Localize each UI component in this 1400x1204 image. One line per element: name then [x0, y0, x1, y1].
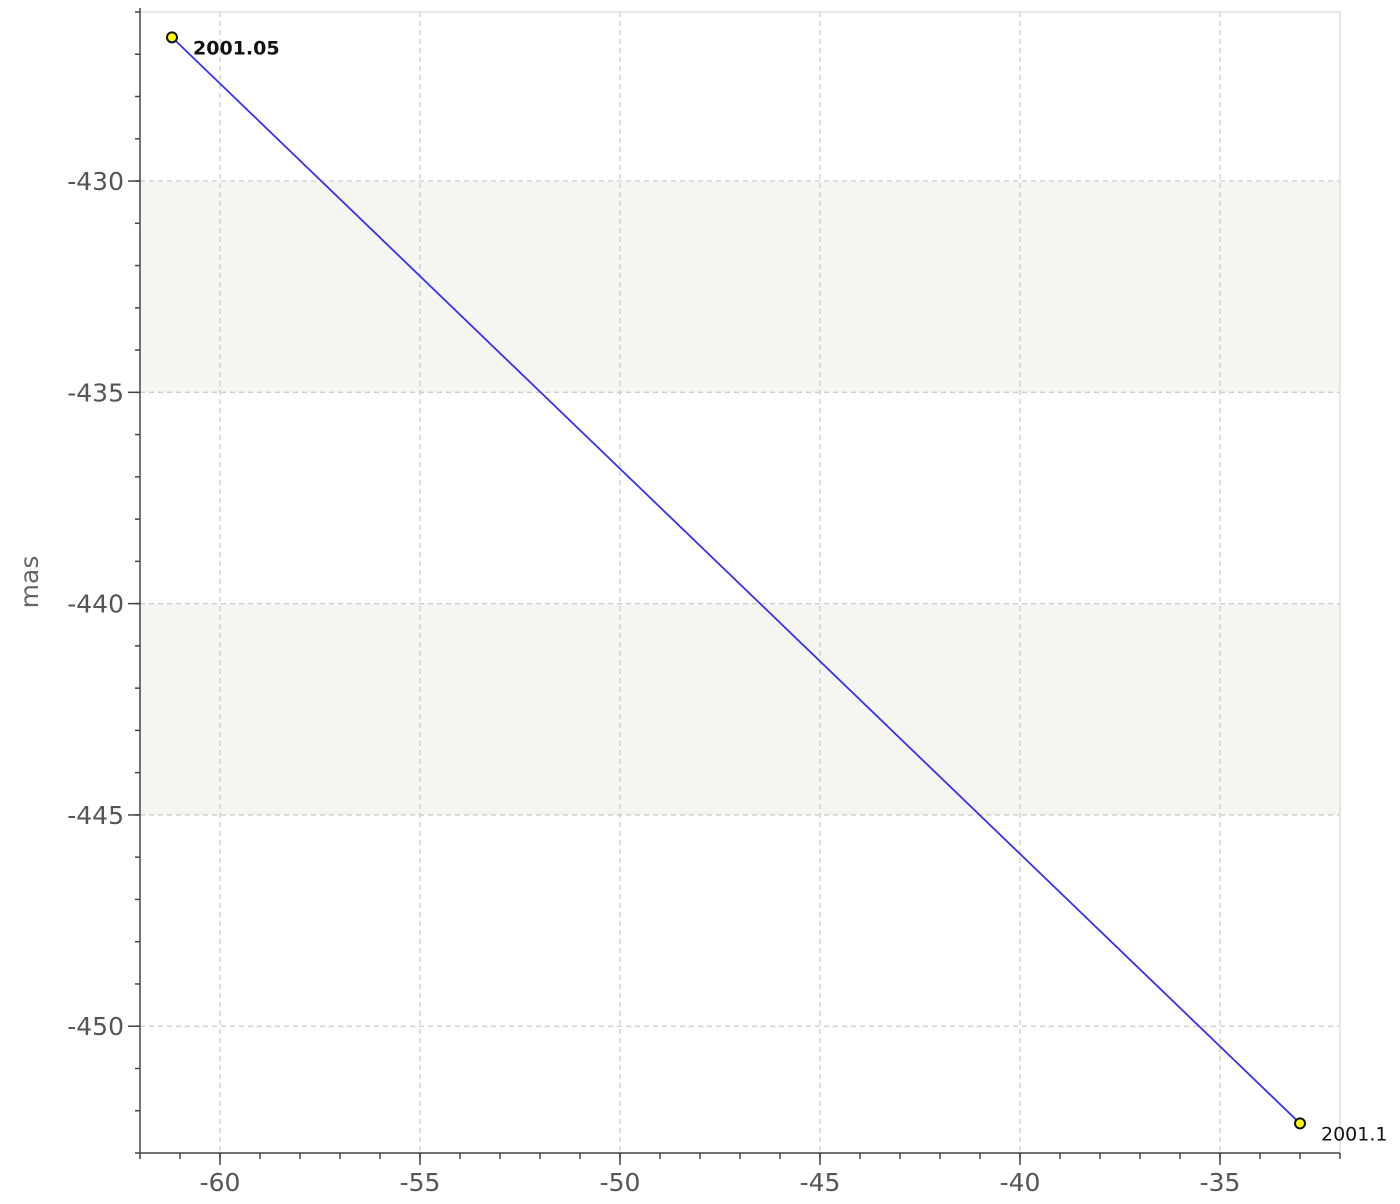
endpoint-label: 2001.05 [193, 37, 280, 59]
x-tick-label: -60 [200, 1168, 241, 1197]
markers-layer: 2001.05 2001.1 [166, 31, 1387, 1145]
background-bands [140, 181, 1340, 815]
series-line [171, 36, 1301, 1125]
y-tick-label: -440 [67, 590, 124, 619]
axes: -60 -55 -50 -45 -40 -35 -430 -435 -440 -445 -450 [67, 8, 1341, 1197]
x-tick-label: -45 [800, 1168, 841, 1197]
endpoint-marker [1294, 1117, 1306, 1130]
y-tick-label: -445 [67, 801, 124, 830]
x-tick-label: -40 [1000, 1168, 1041, 1197]
y-axis-title: mas [15, 556, 44, 609]
y-tick-label: -450 [67, 1012, 124, 1041]
x-tick-label: -35 [1200, 1168, 1241, 1197]
x-tick-label: -50 [600, 1168, 641, 1197]
background-band [140, 181, 1340, 393]
y-tick-label: -430 [67, 167, 124, 196]
gridlines [140, 11, 1341, 1153]
series-layer [171, 36, 1301, 1125]
x-tick-label: -55 [400, 1168, 441, 1197]
background-band [140, 603, 1340, 815]
endpoint-label: 2001.1 [1321, 1123, 1387, 1145]
y-tick-label: -435 [67, 378, 124, 407]
endpoint-marker [166, 31, 178, 44]
